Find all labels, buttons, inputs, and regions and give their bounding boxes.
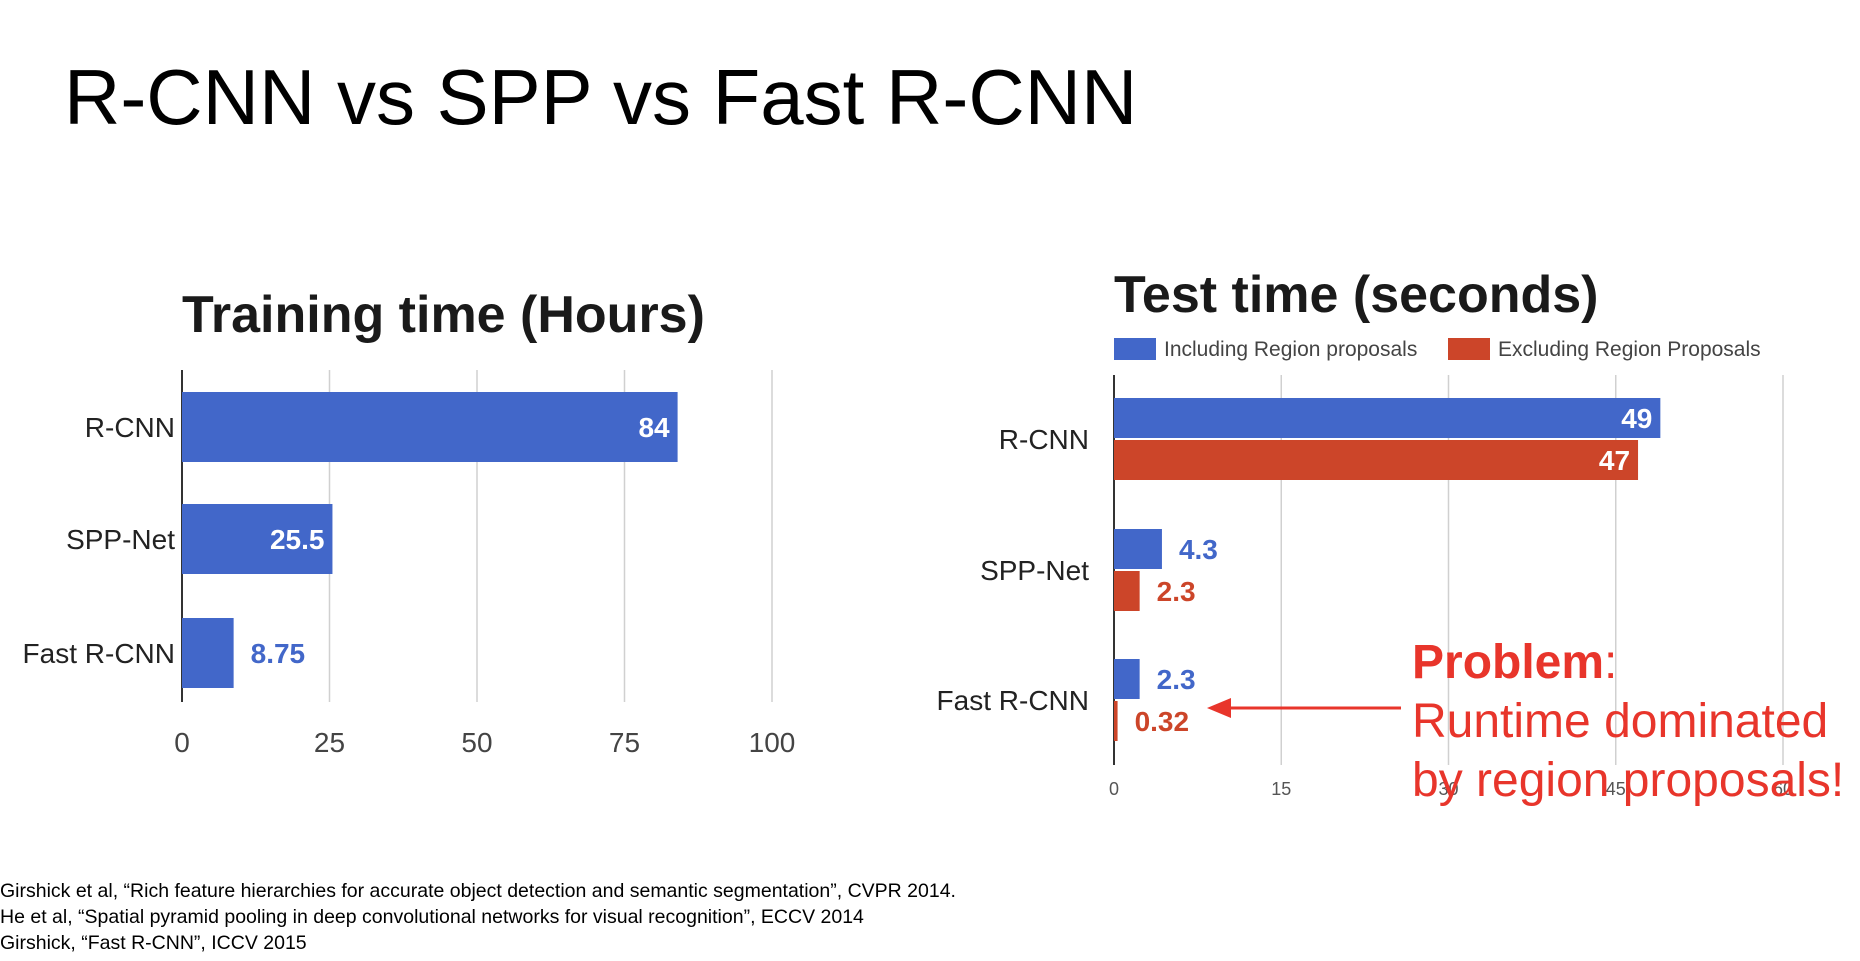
bar	[182, 504, 333, 574]
category-label: SPP-Net	[980, 555, 1089, 586]
x-tick-label: 15	[1271, 779, 1291, 799]
bar	[1114, 659, 1140, 699]
bar	[1114, 529, 1162, 569]
x-tick-label: 60	[1773, 779, 1793, 799]
bar	[1114, 571, 1140, 611]
problem-line-1: Runtime dominated	[1412, 695, 1829, 748]
chart-title: Test time (seconds)	[1114, 266, 1598, 324]
reference-2: He et al, “Spatial pyramid pooling in de…	[0, 906, 864, 928]
bar	[1114, 701, 1118, 741]
data-label: 2.3	[1157, 664, 1196, 695]
problem-colon: :	[1604, 636, 1618, 689]
legend-swatch	[1114, 338, 1156, 360]
x-tick-label: 25	[314, 727, 345, 758]
bar	[182, 618, 234, 688]
x-tick-label: 100	[749, 727, 796, 758]
data-label: 25.5	[270, 524, 325, 555]
category-label: Fast R-CNN	[937, 685, 1089, 716]
x-tick-label: 30	[1438, 779, 1458, 799]
data-label: 8.75	[251, 638, 306, 669]
x-tick-label: 75	[609, 727, 640, 758]
problem-line-2: by region proposals!	[1412, 754, 1845, 807]
data-label: 47	[1599, 445, 1630, 476]
x-tick-label: 0	[1109, 779, 1119, 799]
training-time-chart: Training time (Hours) 0 25 50 75 100 R-CNN 84 SP…	[23, 286, 796, 758]
x-tick-label: 50	[461, 727, 492, 758]
category-label: Fast R-CNN	[23, 638, 175, 669]
category-label: R-CNN	[85, 412, 175, 443]
legend-label: Excluding Region Proposals	[1498, 338, 1761, 361]
data-label: 2.3	[1157, 576, 1196, 607]
slide-title: R-CNN vs SPP vs Fast R-CNN	[64, 53, 1138, 141]
reference-3: Girshick, “Fast R-CNN”, ICCV 2015	[0, 932, 307, 954]
references: Girshick et al, “Rich feature hierarchie…	[0, 878, 956, 956]
test-time-chart: Test time (seconds) Including Region prop…	[937, 266, 1793, 799]
callout-arrow-icon	[1207, 698, 1401, 718]
data-label: 4.3	[1179, 534, 1218, 565]
data-label: 84	[638, 412, 670, 443]
data-label: 0.32	[1135, 706, 1190, 737]
legend-label: Including Region proposals	[1164, 338, 1417, 361]
x-tick-label: 45	[1606, 779, 1626, 799]
x-tick-label: 0	[174, 727, 190, 758]
bar	[1114, 440, 1639, 480]
problem-label: Problem	[1412, 636, 1605, 689]
bar	[182, 392, 678, 462]
chart-title: Training time (Hours)	[182, 286, 705, 344]
reference-1: Girshick et al, “Rich feature hierarchie…	[0, 880, 956, 902]
category-label: SPP-Net	[66, 524, 175, 555]
legend-swatch	[1448, 338, 1490, 360]
bar	[1114, 398, 1661, 438]
category-label: R-CNN	[999, 424, 1089, 455]
problem-callout: Problem: Runtime dominated by region pro…	[1412, 633, 1860, 810]
data-label: 49	[1621, 403, 1652, 434]
